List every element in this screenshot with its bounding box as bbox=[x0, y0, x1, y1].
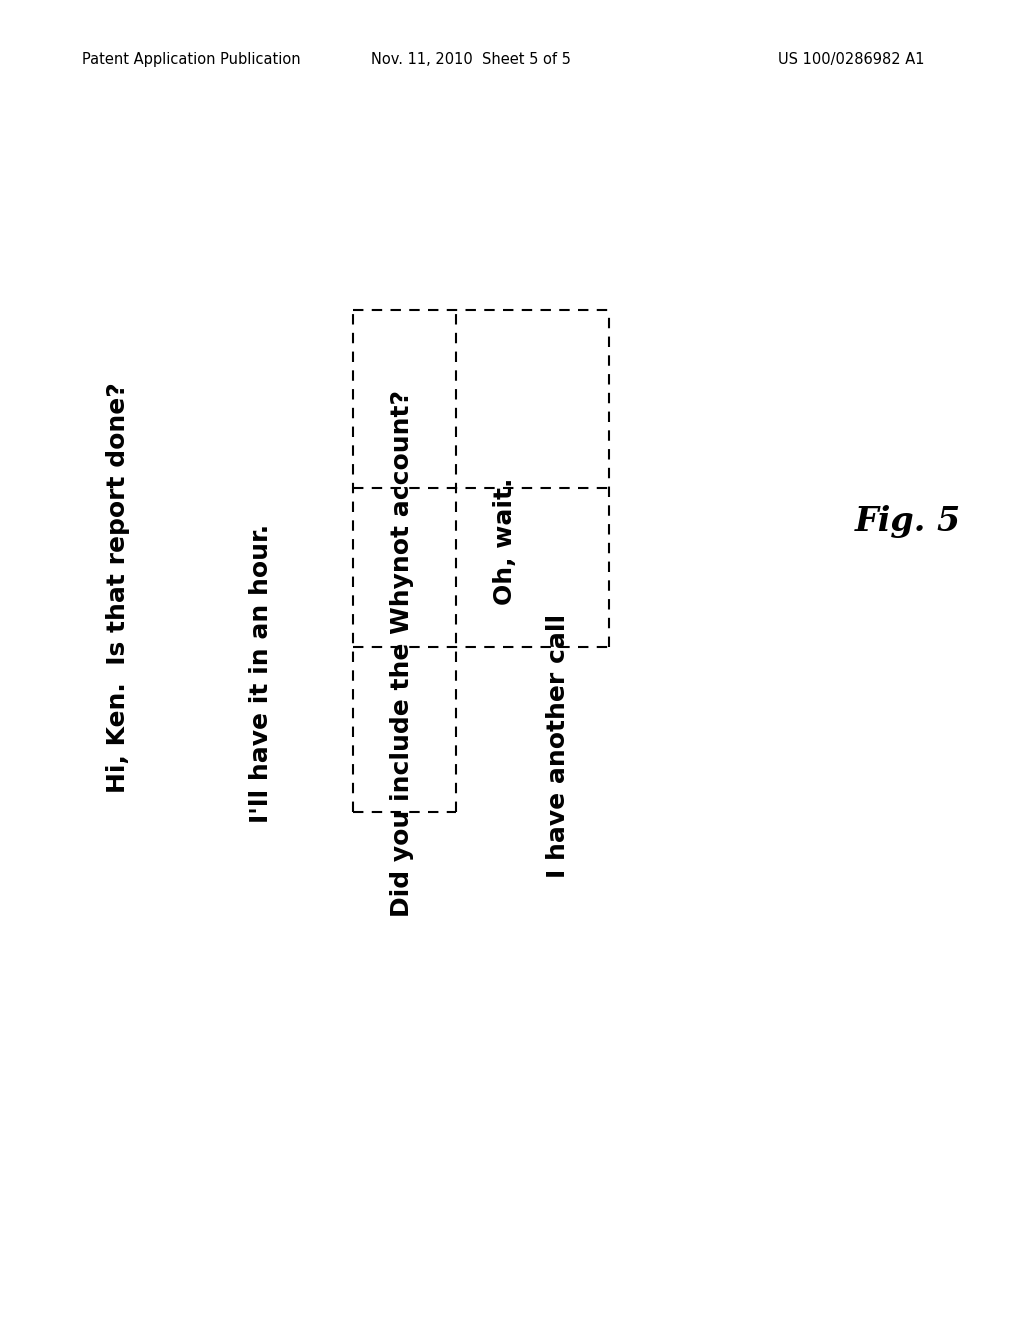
Text: Fig. 5: Fig. 5 bbox=[855, 504, 962, 539]
Text: Did you include the Whynot account?: Did you include the Whynot account? bbox=[390, 389, 415, 917]
Text: Patent Application Publication: Patent Application Publication bbox=[82, 51, 301, 67]
Text: Nov. 11, 2010  Sheet 5 of 5: Nov. 11, 2010 Sheet 5 of 5 bbox=[371, 51, 571, 67]
Text: I have another call: I have another call bbox=[546, 614, 570, 878]
Text: I'll have it in an hour.: I'll have it in an hour. bbox=[249, 524, 273, 822]
Text: Hi, Ken.  Is that report done?: Hi, Ken. Is that report done? bbox=[105, 381, 130, 793]
Text: Oh, wait.: Oh, wait. bbox=[493, 478, 517, 605]
Text: US 100/0286982 A1: US 100/0286982 A1 bbox=[778, 51, 925, 67]
